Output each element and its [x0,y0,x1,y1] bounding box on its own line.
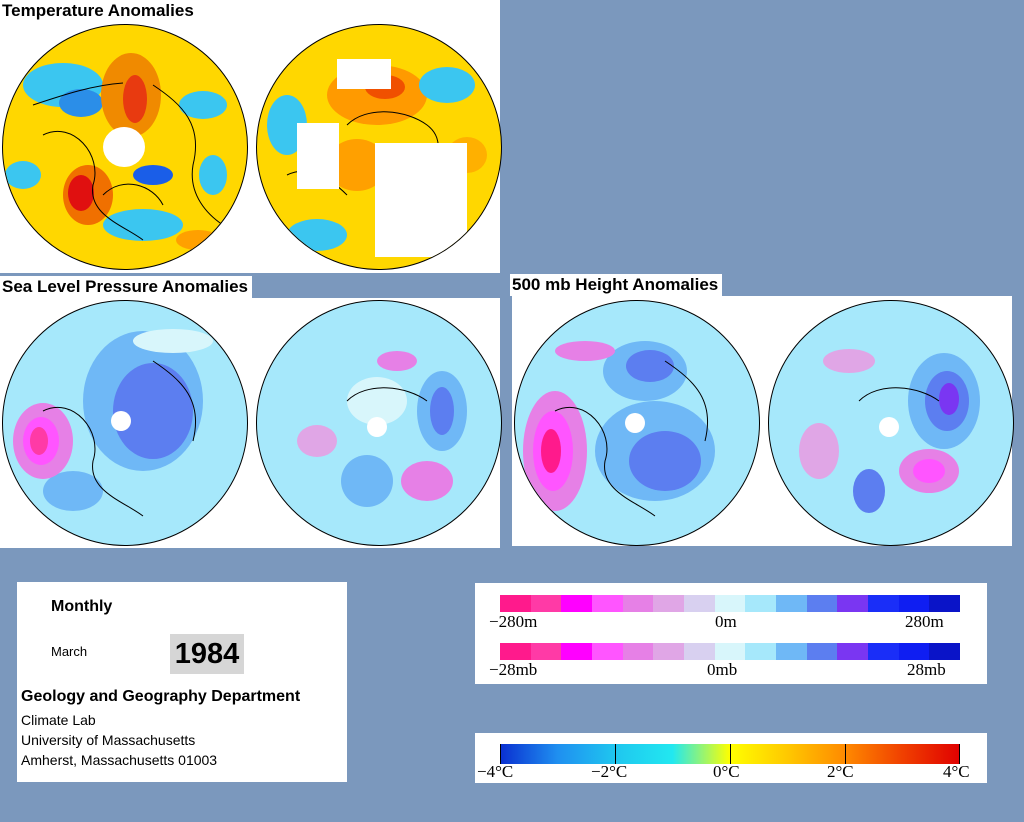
pole-blank [625,413,645,433]
pressure-max-label: 28mb [907,660,946,679]
color-swatch [929,595,961,612]
info-box: Monthly March 1984 Geology and Geography… [17,582,347,782]
color-swatch [592,595,623,612]
missing-data-region [337,59,391,89]
temperature-north-hemisphere-map [2,24,248,270]
address-line: University of Massachusetts [21,732,196,748]
height-min-label: −280m [489,612,538,631]
slp-title: Sea Level Pressure Anomalies [0,276,253,298]
color-swatch [530,643,562,660]
color-swatch [776,643,807,660]
temperature-legend: −4°C −2°C 0°C 2°C 4°C [475,733,987,783]
pole-blank [879,417,899,437]
color-swatch [745,595,777,612]
temperature-title: Temperature Anomalies [0,0,198,22]
anomaly-legend: −280m 0m 280m −28mb 0mb 28mb [475,583,987,684]
color-swatch [684,643,715,660]
address-line: Amherst, Massachusetts 01003 [21,752,218,768]
slp-north-hemisphere-map [2,300,248,546]
color-swatch [868,643,899,660]
temp-tick-label: 4°C [943,762,970,781]
color-swatch [500,595,531,612]
missing-data-region [375,143,467,257]
color-swatch [592,643,623,660]
color-swatch [776,595,807,612]
pressure-mid-label: 0mb [707,660,738,679]
department-label: Geology and Geography Department [21,688,301,705]
color-swatch [653,595,685,612]
height-max-label: 280m [905,612,944,631]
color-swatch [745,643,777,660]
color-swatch [868,595,899,612]
color-swatch [898,643,930,660]
slp-south-hemisphere-map [256,300,502,546]
color-swatch [622,595,654,612]
color-swatch [898,595,930,612]
slp-panel [0,298,502,548]
missing-data-region [103,127,145,167]
temp-tick-label: 0°C [713,762,740,781]
color-swatch [714,595,746,612]
temp-tick-mark [500,744,501,764]
height500-panel [512,296,1014,546]
color-swatch [500,643,531,660]
color-swatch [684,595,715,612]
temp-tick-mark [615,744,616,764]
height500-title: 500 mb Height Anomalies [510,274,723,296]
color-swatch [530,595,562,612]
address-line: Climate Lab [21,712,96,728]
color-swatch [653,643,685,660]
temp-tick-mark [845,744,846,764]
temp-tick-mark [730,744,731,764]
color-swatch [806,595,838,612]
period-label: Monthly [51,598,113,615]
month-label: March [51,644,88,659]
temp-tick-label: −4°C [477,762,514,781]
pressure-min-label: −28mb [489,660,538,679]
color-swatch [714,643,746,660]
pole-blank [367,417,387,437]
color-swatch [929,643,961,660]
height-mid-label: 0m [715,612,737,631]
pressure-color-bar [500,643,961,660]
temp-tick-label: −2°C [591,762,628,781]
height500-north-hemisphere-map [514,300,760,546]
temperature-south-hemisphere-map [256,24,502,270]
temp-tick-mark [959,744,960,764]
height500-south-hemisphere-map [768,300,1014,546]
temperature-panel: Temperature Anomalies [0,0,502,273]
color-swatch [561,643,593,660]
color-swatch [622,643,654,660]
temp-tick-label: 2°C [827,762,854,781]
height-color-bar [500,595,961,612]
color-swatch [561,595,593,612]
missing-data-region [297,123,339,189]
pole-blank [111,411,131,431]
color-swatch [837,595,869,612]
year-label: 1984 [170,634,244,674]
color-swatch [806,643,838,660]
color-swatch [837,643,869,660]
